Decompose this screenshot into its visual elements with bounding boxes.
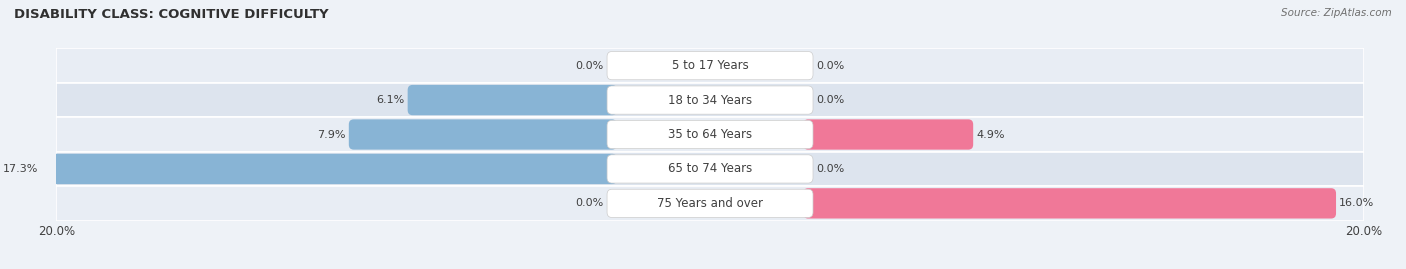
Text: 4.9%: 4.9% (976, 129, 1005, 140)
FancyBboxPatch shape (56, 152, 1364, 186)
Text: 6.1%: 6.1% (377, 95, 405, 105)
Text: 0.0%: 0.0% (817, 95, 845, 105)
Text: Source: ZipAtlas.com: Source: ZipAtlas.com (1281, 8, 1392, 18)
Text: 17.3%: 17.3% (3, 164, 38, 174)
FancyBboxPatch shape (56, 83, 1364, 117)
Text: 16.0%: 16.0% (1340, 198, 1375, 208)
FancyBboxPatch shape (42, 154, 617, 184)
Text: 5 to 17 Years: 5 to 17 Years (672, 59, 748, 72)
Text: 18 to 34 Years: 18 to 34 Years (668, 94, 752, 107)
Text: 0.0%: 0.0% (575, 61, 603, 71)
Text: 0.0%: 0.0% (817, 164, 845, 174)
FancyBboxPatch shape (607, 121, 813, 148)
FancyBboxPatch shape (607, 86, 813, 114)
Text: DISABILITY CLASS: COGNITIVE DIFFICULTY: DISABILITY CLASS: COGNITIVE DIFFICULTY (14, 8, 329, 21)
FancyBboxPatch shape (408, 85, 617, 115)
FancyBboxPatch shape (607, 189, 813, 217)
Text: 0.0%: 0.0% (575, 198, 603, 208)
FancyBboxPatch shape (349, 119, 617, 150)
FancyBboxPatch shape (803, 119, 973, 150)
Text: 7.9%: 7.9% (316, 129, 346, 140)
FancyBboxPatch shape (607, 155, 813, 183)
FancyBboxPatch shape (56, 117, 1364, 152)
FancyBboxPatch shape (56, 48, 1364, 83)
Text: 35 to 64 Years: 35 to 64 Years (668, 128, 752, 141)
FancyBboxPatch shape (56, 186, 1364, 221)
FancyBboxPatch shape (803, 188, 1336, 218)
FancyBboxPatch shape (607, 52, 813, 80)
Text: 75 Years and over: 75 Years and over (657, 197, 763, 210)
Text: 0.0%: 0.0% (817, 61, 845, 71)
Text: 65 to 74 Years: 65 to 74 Years (668, 162, 752, 175)
